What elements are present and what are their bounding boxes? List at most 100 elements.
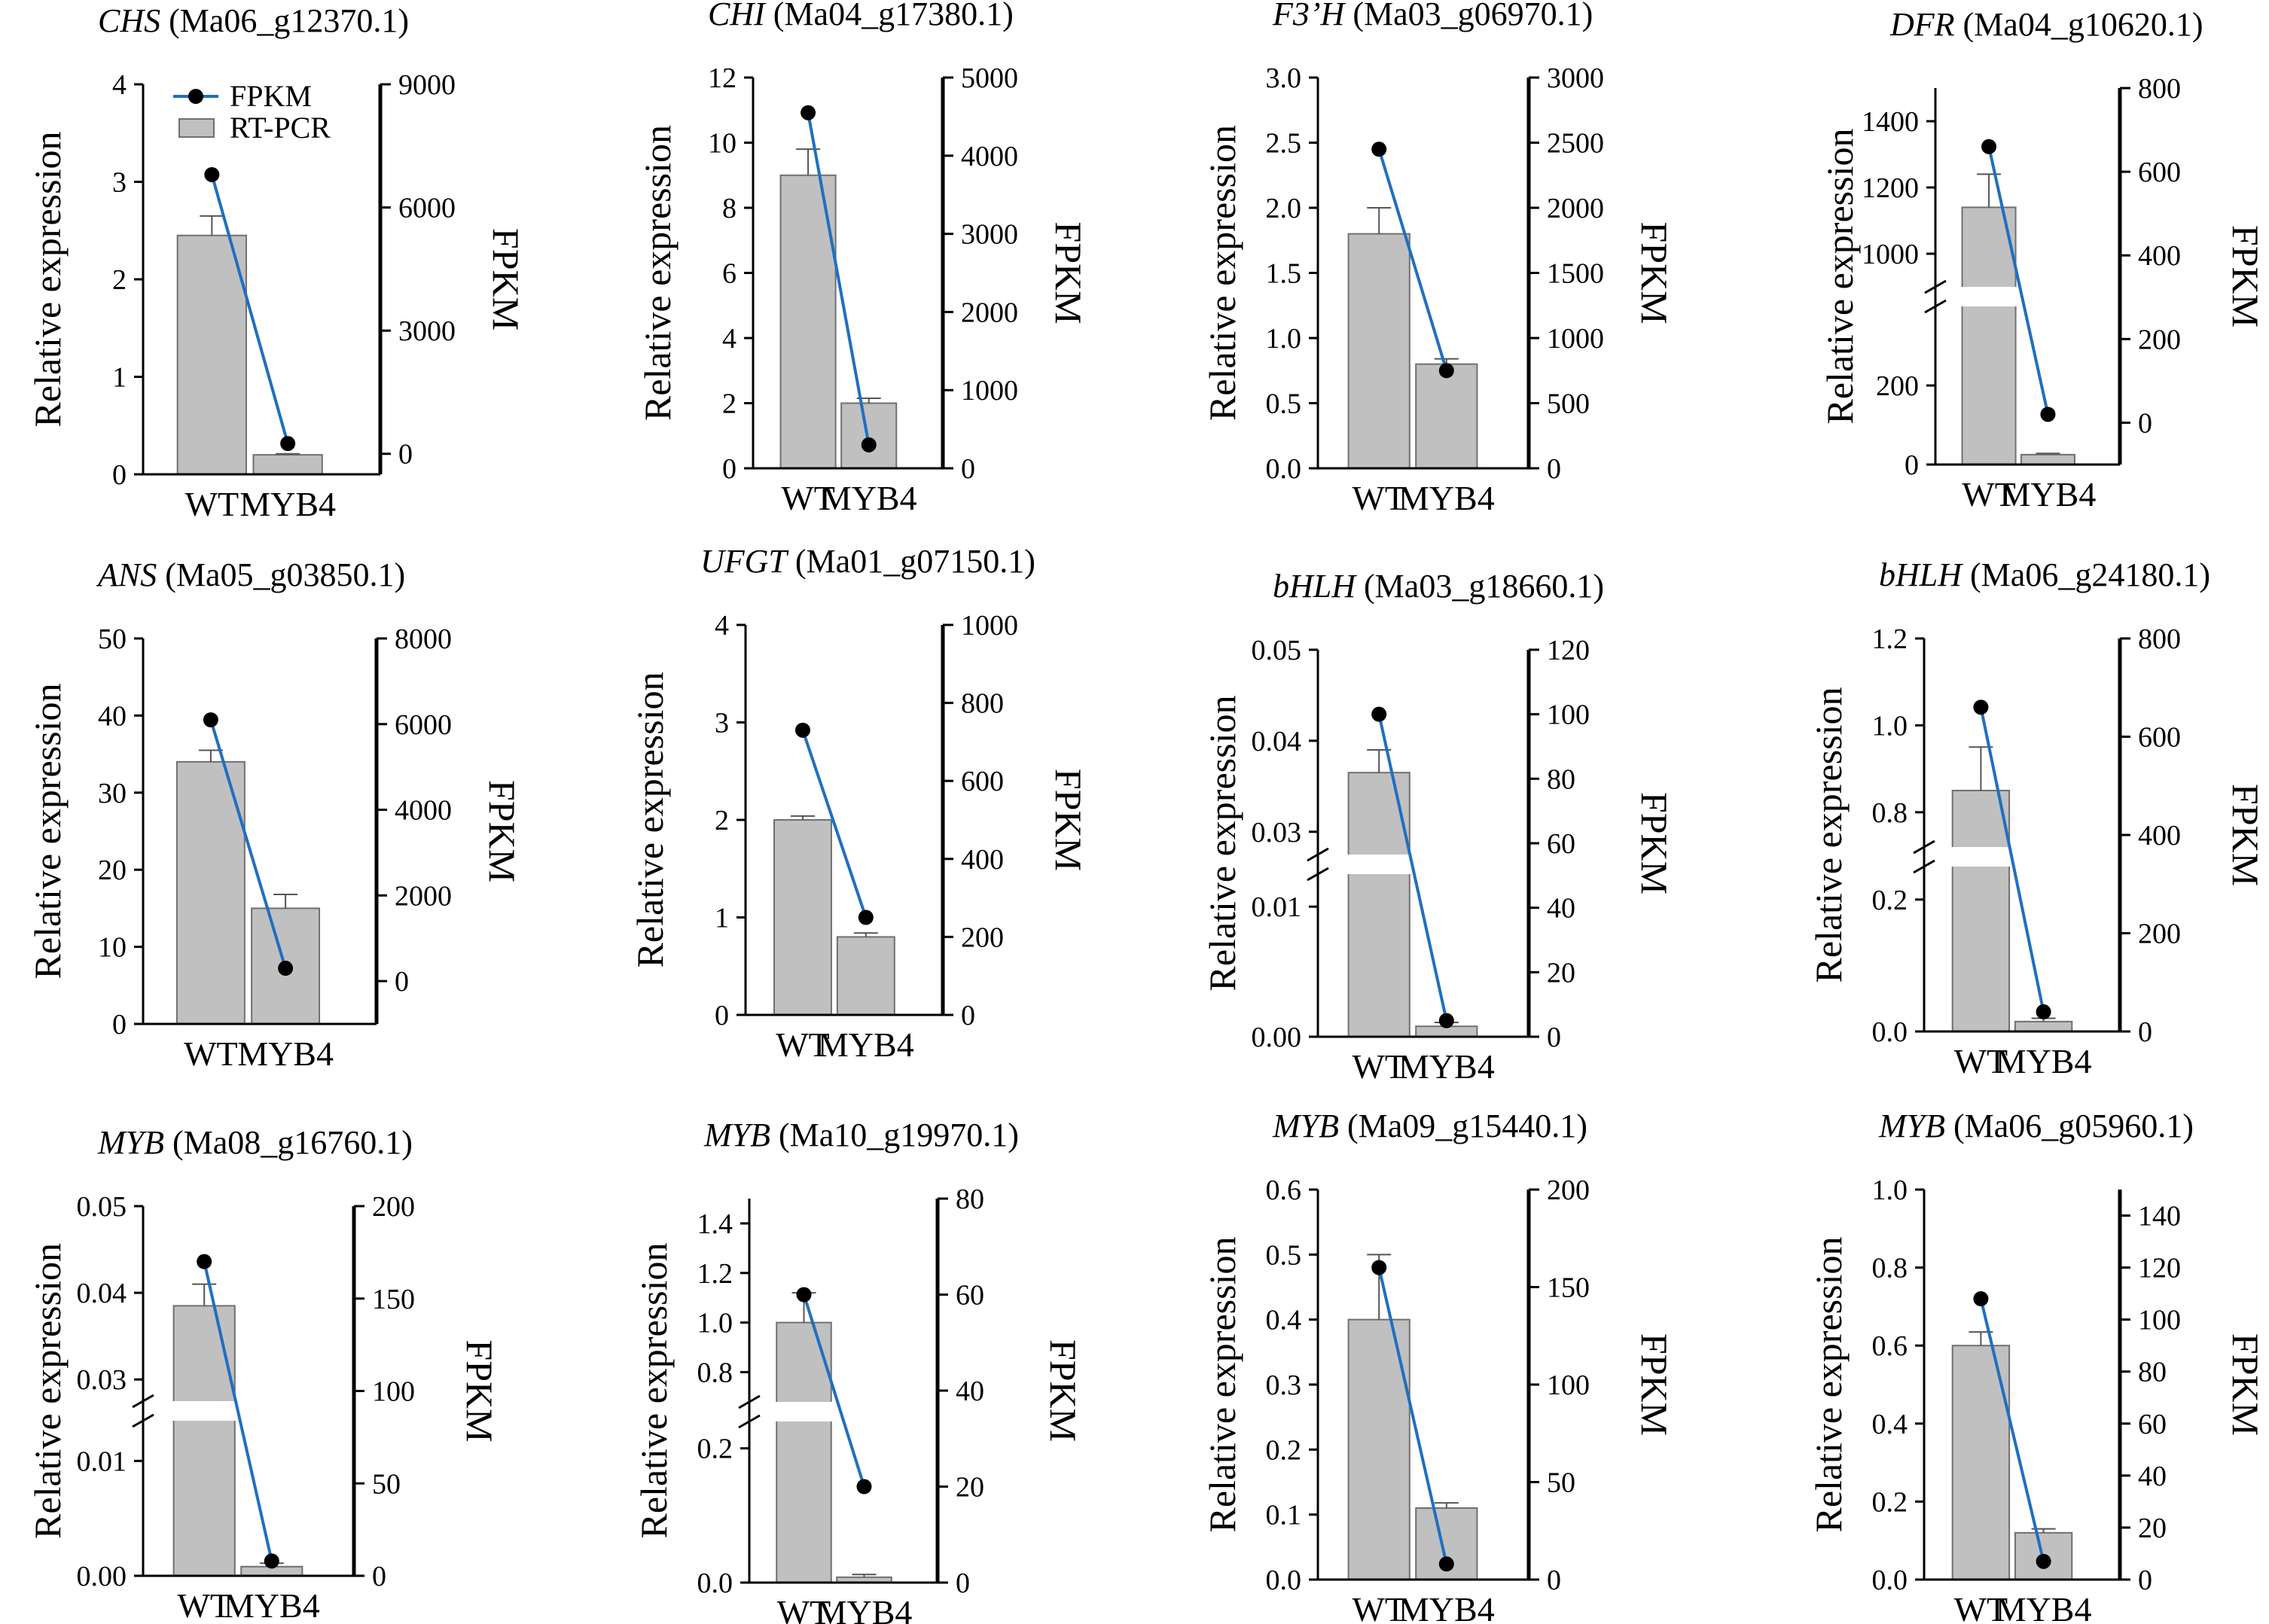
y2-axis-title: FPKM (1048, 769, 1090, 871)
fpkm-point-wt (801, 105, 816, 120)
y2-axis-title: FPKM (481, 780, 523, 882)
y-tick-label: 1.0 (1872, 710, 1908, 742)
y-tick-label: 0 (715, 1000, 729, 1031)
y2-axis-title: FPKM (1633, 221, 1676, 324)
y-tick-label: 1400 (1862, 106, 1919, 138)
y-axis-title: Relative expression (1807, 687, 1850, 983)
y2-tick-label: 600 (961, 766, 1004, 797)
y2-tick-label: 200 (2138, 919, 2181, 950)
fpkm-point-myb4 (1438, 1556, 1454, 1572)
y2-axis-title: FPKM (2225, 225, 2267, 328)
y2-tick-label: 1500 (1547, 258, 1604, 290)
chart-title-gene: CHS (98, 2, 160, 39)
y-tick-label: 1.0 (1266, 323, 1302, 355)
chart-panel-6: UFGT (Ma01_g07150.1) 0 1 2 3 4 0 200 400 600 800 10… (629, 543, 1090, 1064)
y2-tick-label: 3000 (398, 315, 456, 347)
chart-title-id: (Ma05_g03850.1) (157, 556, 405, 593)
y2-tick-label: 100 (1547, 1370, 1590, 1401)
chart-panel-1: CHS (Ma06_g12370.1) 0 1 2 3 4 0 3000 6000 9000 WT M… (26, 2, 527, 523)
bar-wt (1951, 789, 2011, 1032)
x-tick-label: MYB4 (816, 1593, 913, 1624)
chart-title: MYB (Ma06_g05960.1) (1878, 1108, 2194, 1144)
y2-tick-label: 140 (2138, 1201, 2181, 1232)
fpkm-line (801, 730, 868, 919)
y-tick-label: 0.6 (1266, 1175, 1302, 1206)
y-tick-label: 0.03 (1252, 817, 1302, 849)
y2-tick-label: 60 (2138, 1409, 2167, 1440)
chart-title-id: (Ma04_g17380.1) (765, 0, 1014, 32)
y-axis-title: Relative expression (26, 1243, 69, 1539)
y-tick-label: 12 (708, 62, 737, 94)
y-tick-label: 0.2 (697, 1434, 733, 1465)
y-axis-title: Relative expression (636, 125, 679, 421)
y2-tick-label: 800 (961, 688, 1004, 720)
fpkm-line (802, 1293, 866, 1488)
bar-wt (776, 1321, 832, 1583)
chart-title-id: (Ma10_g19970.1) (770, 1117, 1019, 1153)
y-axis-title: Relative expression (1201, 696, 1243, 992)
chart-panel-12: MYB (Ma06_g05960.1) 0.0 0.2 0.4 0.6 0.8 1.0 0 20… (1807, 1108, 2267, 1624)
y-tick-label: 0.00 (77, 1561, 127, 1592)
chart-title: MYB (Ma09_g15440.1) (1272, 1108, 1587, 1144)
x-tick-label: MYB4 (1398, 479, 1495, 517)
y-tick-label: 200 (1876, 370, 1919, 402)
y2-tick-label: 0 (2138, 1565, 2152, 1596)
y-tick-label: 0.04 (77, 1278, 127, 1309)
y-tick-label: 0 (1905, 449, 1919, 481)
y2-tick-label: 0 (2138, 1016, 2152, 1048)
y-axis-title: Relative expression (1807, 1237, 1850, 1533)
y-tick-label: 1.2 (1872, 623, 1908, 655)
y-tick-label: 1.4 (697, 1208, 733, 1240)
y2-tick-label: 100 (372, 1376, 415, 1408)
y-tick-label: 1 (715, 903, 729, 934)
y2-tick-label: 400 (2138, 240, 2181, 272)
y-tick-label: 0.0 (1266, 1565, 1302, 1596)
y2-tick-label: 0 (961, 1000, 975, 1031)
chart-panel-8: bHLH (Ma06_g24180.1) 0.0 0.2 0.8 1.0 1.2 0 200 4… (1807, 556, 2267, 1080)
x-tick-label: MYB4 (239, 485, 336, 523)
fpkm-point-wt (794, 722, 810, 738)
legend-rtpcr-label: RT-PCR (230, 111, 331, 145)
y2-tick-label: 2000 (395, 880, 452, 912)
y2-axis-title: FPKM (2225, 784, 2267, 886)
x-tick-label: WT (1352, 1590, 1406, 1624)
y2-tick-label: 50 (372, 1468, 401, 1500)
y-tick-label: 4 (715, 610, 729, 641)
y-tick-label: 0.01 (1252, 891, 1302, 923)
y-tick-label: 0.2 (1872, 885, 1908, 916)
y2-tick-label: 0 (1547, 453, 1561, 485)
bar-myb4 (2014, 1020, 2073, 1032)
x-tick-label: MYB4 (237, 1034, 334, 1073)
y-tick-label: 1200 (1862, 172, 1919, 204)
y-axis-title: Relative expression (633, 1243, 675, 1539)
y2-axis-title: FPKM (2225, 1333, 2267, 1436)
y2-tick-label: 120 (2138, 1253, 2181, 1284)
chart-title: F3’H (Ma03_g06970.1) (1272, 0, 1593, 32)
y-tick-label: 4 (722, 323, 737, 355)
axis-break-gap (1920, 287, 2112, 306)
fpkm-point-wt (1371, 1260, 1387, 1275)
y2-tick-label: 0 (372, 1561, 386, 1592)
fpkm-line (203, 1261, 273, 1562)
fpkm-point-myb4 (2040, 407, 2056, 422)
y2-tick-label: 100 (2138, 1305, 2181, 1336)
fpkm-line (1979, 706, 2045, 1013)
bar-myb4 (2020, 453, 2075, 465)
y-tick-label: 10 (98, 932, 127, 964)
chart-panel-5: ANS (Ma05_g03850.1) 0 10 20 30 40 50 0 2000 4000 6… (26, 556, 523, 1073)
y2-tick-label: 2000 (1547, 193, 1604, 224)
y2-tick-label: 9000 (398, 69, 456, 101)
y2-tick-label: 40 (956, 1376, 984, 1407)
fpkm-point-wt (1371, 142, 1387, 157)
y-tick-label: 3 (715, 708, 729, 739)
y-tick-label: 20 (98, 855, 127, 886)
y2-tick-label: 0 (398, 439, 413, 471)
fpkm-point-wt (1371, 706, 1387, 722)
chart-panel-10: MYB (Ma10_g19970.1) 0.0 0.2 0.8 1.0 1.2 1.4 0 20… (633, 1117, 1084, 1624)
y-tick-label: 0.3 (1266, 1370, 1302, 1401)
y2-tick-label: 8000 (395, 623, 452, 655)
chart-title: CHI (Ma04_g17380.1) (708, 0, 1014, 32)
y2-axis-title: FPKM (1633, 792, 1676, 894)
y2-tick-label: 0 (961, 453, 975, 485)
